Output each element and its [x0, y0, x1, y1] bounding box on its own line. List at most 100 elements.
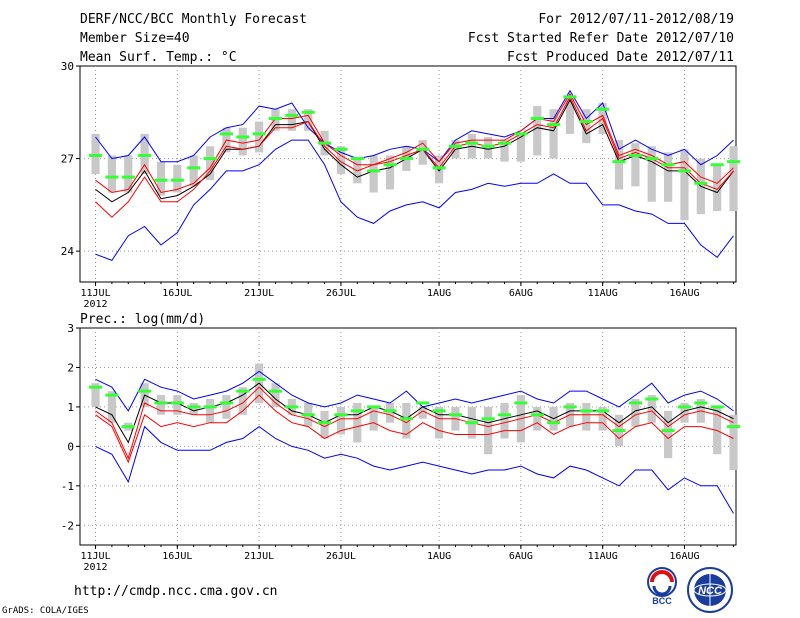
spread-bar [418, 406, 427, 419]
spread-bar [434, 155, 444, 184]
spread-bar [582, 109, 591, 144]
spread-bar [173, 164, 182, 193]
series-member-2 [95, 386, 734, 460]
spread-bar [336, 406, 346, 435]
spread-bar [680, 402, 689, 423]
spread-bar [336, 146, 346, 174]
series-member-3 [95, 92, 734, 194]
spread-bar [287, 109, 296, 131]
x-tick-label: 11JUL [80, 551, 110, 562]
forecast-produced-date: Fcst Produced Date 2012/07/11 [507, 50, 734, 65]
series-ensemble-min-4 [95, 425, 734, 514]
spread-bar [582, 402, 591, 431]
y-tick-label: 2 [67, 361, 74, 374]
spread-bar [238, 127, 247, 156]
source-url[interactable]: http://cmdp.ncc.cma.gov.cn [74, 584, 278, 599]
spread-bar [369, 155, 378, 193]
y-tick-label: 24 [61, 245, 75, 258]
panel-temperature: 24 27 30 11JUL 16JUL 21JUL 26JUL 1AUG 6AUG 11AUG 1… [61, 60, 741, 310]
spread-bar [500, 140, 509, 162]
forecast-start-date: Fcst Started Refer Date 2012/07/10 [467, 31, 734, 46]
year-label: 2012 [83, 299, 107, 310]
variable-label: Mean Surf. Temp.: °C [80, 50, 237, 65]
x-tick-label: 11JUL [80, 288, 110, 299]
spread-bar [156, 161, 166, 196]
spread-bar [140, 133, 149, 174]
spread-bar [156, 395, 166, 415]
spread-bar [565, 96, 575, 134]
x-tick-label: 16AUG [669, 551, 699, 562]
spread-bar [173, 395, 182, 415]
bcc-logo: BCC [647, 567, 677, 606]
ncc-logo: NCC [687, 567, 733, 613]
forecast-period: For 2012/07/11-2012/08/19 [538, 12, 734, 27]
spread-bar [680, 149, 689, 221]
spread-bar [484, 136, 493, 159]
spread-bar [434, 406, 444, 439]
spread-bar [255, 121, 264, 153]
spread-bar [631, 143, 640, 187]
y-tick-label: 3 [67, 322, 74, 335]
spread-bar [222, 395, 231, 419]
x-tick-label: 16JUL [162, 551, 192, 562]
spread-bar [647, 146, 656, 202]
y-tick-label: 30 [61, 60, 74, 73]
spread-bar [369, 406, 378, 431]
spread-bar [205, 146, 215, 181]
member-size-label: Member Size=40 [80, 31, 190, 46]
spread-bar [205, 399, 215, 423]
spread-bar [598, 406, 607, 431]
spread-bar [533, 106, 542, 156]
grads-credit: GrADS: COLA/IGES [2, 606, 89, 616]
x-tick-label: 11AUG [588, 551, 618, 562]
spread-bar [713, 164, 722, 212]
spread-bar [304, 109, 313, 131]
series-member-2 [95, 95, 734, 218]
spread-bar [664, 152, 673, 202]
spread-bar [271, 109, 280, 131]
spread-bar [631, 399, 640, 427]
x-tick-label: 6AUG [509, 288, 533, 299]
spread-bar [549, 109, 558, 159]
chart-title: DERF/NCC/BCC Monthly Forecast [80, 12, 307, 27]
x-tick-label: 26JUL [326, 288, 356, 299]
spread-bar [124, 155, 133, 193]
x-tick-label: 21JUL [244, 551, 274, 562]
spread-bar [91, 383, 100, 407]
spread-bar [664, 410, 673, 459]
y-tick-label: 27 [61, 153, 74, 166]
year-label: 2012 [83, 562, 107, 573]
series-ensemble-min-4 [95, 139, 734, 262]
spread-bar [729, 146, 738, 212]
panel-title: Prec.: log(mm/d) [80, 312, 205, 327]
x-tick-label: 16AUG [669, 288, 699, 299]
spread-bar [91, 133, 100, 174]
spread-bar [385, 402, 395, 423]
spread-bar [320, 410, 329, 439]
x-tick-label: 1AUG [427, 288, 451, 299]
x-tick-label: 6AUG [509, 551, 533, 562]
y-tick-label: -2 [61, 519, 74, 532]
spread-bar [385, 155, 395, 190]
x-tick-label: 11AUG [588, 288, 618, 299]
spread-bar [353, 402, 362, 443]
panel-precipitation: -2 -1 0 1 2 3 11JUL 16JUL 21JUL 26JUL 1AUG 6AUG 11AU… [61, 312, 741, 573]
spread-bar [516, 133, 525, 162]
x-tick-label: 16JUL [162, 288, 192, 299]
x-tick-label: 26JUL [326, 551, 356, 562]
spread-bar [729, 414, 738, 471]
spread-bar [238, 387, 247, 415]
spread-bar [533, 406, 542, 431]
spread-bar [614, 140, 624, 190]
x-tick-label: 1AUG [427, 551, 451, 562]
bcc-logo-text: BCC [652, 596, 672, 606]
y-tick-label: 0 [67, 440, 74, 453]
x-tick-label: 21JUL [244, 288, 274, 299]
spread-bar [107, 391, 116, 423]
spread-bar [500, 402, 509, 439]
spread-bar [107, 155, 116, 193]
spread-bar [418, 140, 427, 165]
spread-bar [647, 395, 656, 423]
spread-bar [189, 155, 198, 187]
